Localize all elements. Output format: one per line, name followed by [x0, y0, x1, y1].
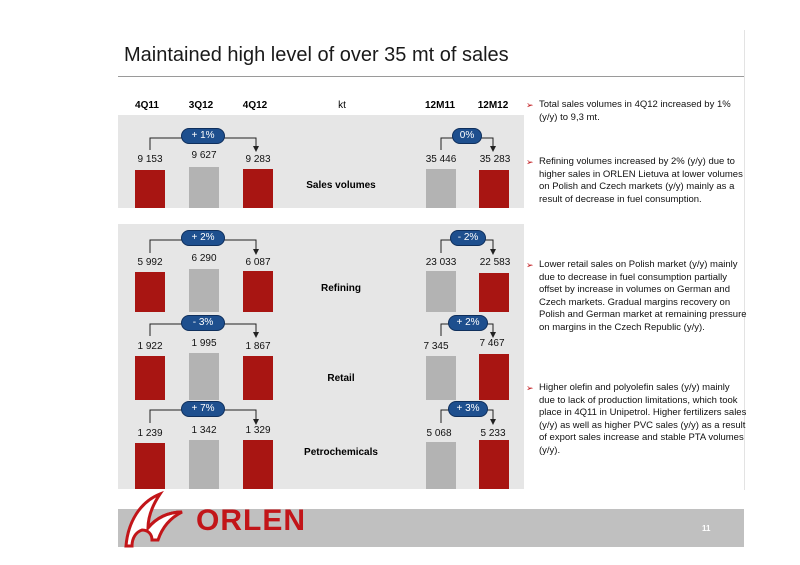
value-sales-4q12: 9 283	[245, 154, 271, 165]
bar-petro-12m11	[426, 442, 456, 489]
bullet-retail: ➢ Lower retail sales on Polish market (y…	[526, 259, 748, 334]
value-sales-4q11: 9 153	[137, 154, 163, 165]
bullet-text: Total sales volumes in 4Q12 increased by…	[539, 99, 731, 123]
bar-retail-12m12	[479, 354, 509, 400]
bullet-arrow-icon: ➢	[526, 100, 534, 110]
value-petro-12m12: 5 233	[480, 428, 506, 439]
bullet-text: Lower retail sales on Polish market (y/y…	[539, 259, 747, 333]
bar-petro-4q12	[243, 440, 273, 489]
bar-retail-4q12	[243, 356, 273, 400]
bar-retail-3q12	[189, 353, 219, 400]
bullet-petro: ➢ Higher olefin and polyolefin sales (y/…	[526, 382, 748, 457]
value-sales-3q12: 9 627	[191, 150, 217, 161]
value-sales-12m12: 35 283	[479, 154, 511, 165]
segment-label-sales: Sales volumes	[306, 180, 376, 191]
bar-petro-12m12	[479, 440, 509, 489]
bar-refining-12m12	[479, 273, 509, 312]
header-4q11: 4Q11	[135, 100, 159, 111]
bar-petro-4q11	[135, 443, 165, 489]
bar-sales-4q12	[243, 169, 273, 208]
value-retail-4q11: 1 922	[137, 341, 163, 352]
pill-sales-annual: 0%	[452, 128, 482, 144]
value-refining-4q12: 6 087	[245, 257, 271, 268]
value-refining-12m11: 23 033	[425, 257, 457, 268]
header-3q12: 3Q12	[188, 100, 214, 111]
bar-refining-12m11	[426, 271, 456, 312]
footer-bar	[118, 509, 744, 547]
right-divider	[744, 30, 745, 490]
value-refining-12m12: 22 583	[479, 257, 511, 268]
pill-refining-quarterly: + 2%	[181, 230, 225, 246]
bullet-text: Higher olefin and polyolefin sales (y/y)…	[539, 382, 747, 456]
value-retail-12m12: 7 467	[479, 338, 505, 349]
value-petro-3q12: 1 342	[191, 425, 217, 436]
pill-petro-annual: + 3%	[448, 401, 488, 417]
value-refining-3q12: 6 290	[191, 253, 217, 264]
orlen-eagle-logo-icon	[124, 490, 183, 548]
value-petro-12m11: 5 068	[426, 428, 452, 439]
value-retail-3q12: 1 995	[191, 338, 217, 349]
bar-retail-4q11	[135, 356, 165, 400]
pill-retail-annual: + 2%	[448, 315, 488, 331]
bar-sales-3q12	[189, 167, 219, 208]
chart-panel	[118, 95, 524, 489]
bar-refining-4q12	[243, 271, 273, 312]
header-band	[118, 95, 524, 115]
bar-sales-12m12	[479, 170, 509, 208]
value-retail-4q12: 1 867	[245, 341, 271, 352]
bullet-text: Refining volumes increased by 2% (y/y) d…	[539, 156, 743, 205]
pill-petro-quarterly: + 7%	[181, 401, 225, 417]
value-petro-4q11: 1 239	[137, 428, 163, 439]
value-petro-4q12: 1 329	[245, 425, 271, 436]
bar-refining-4q11	[135, 272, 165, 312]
bar-petro-3q12	[189, 440, 219, 489]
bar-retail-12m11	[426, 356, 456, 400]
pill-refining-annual: - 2%	[450, 230, 486, 246]
header-12m12: 12M12	[477, 100, 509, 111]
bullet-arrow-icon: ➢	[526, 260, 534, 270]
bullet-refining: ➢ Refining volumes increased by 2% (y/y)…	[526, 156, 748, 206]
segment-label-refining: Refining	[321, 283, 361, 294]
separator-band-1	[118, 208, 524, 224]
title-underline	[118, 76, 744, 77]
orlen-logo-text: ORLEN	[196, 504, 306, 537]
bar-refining-3q12	[189, 269, 219, 312]
header-4q12: 4Q12	[242, 100, 268, 111]
segment-label-retail: Retail	[327, 373, 355, 384]
segment-label-petro: Petrochemicals	[304, 447, 378, 458]
page-title: Maintained high level of over 35 mt of s…	[124, 44, 509, 66]
value-retail-12m11: 7 345	[423, 341, 449, 352]
bullet-sales: ➢ Total sales volumes in 4Q12 increased …	[526, 99, 748, 124]
bar-sales-4q11	[135, 170, 165, 208]
value-sales-12m11: 35 446	[425, 154, 457, 165]
pill-retail-quarterly: - 3%	[181, 315, 225, 331]
header-unit: kt	[338, 100, 346, 111]
value-refining-4q11: 5 992	[137, 257, 163, 268]
page-number: 11	[702, 524, 711, 533]
bar-sales-12m11	[426, 169, 456, 208]
bullet-arrow-icon: ➢	[526, 383, 534, 393]
bullet-arrow-icon: ➢	[526, 157, 534, 167]
header-12m11: 12M11	[424, 100, 456, 111]
pill-sales-quarterly: + 1%	[181, 128, 225, 144]
